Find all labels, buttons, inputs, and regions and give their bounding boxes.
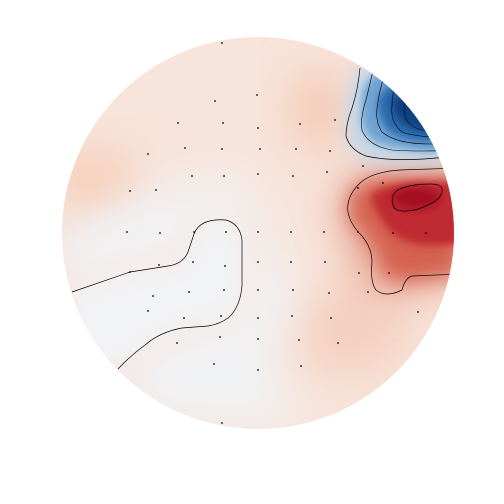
sensor-marker — [214, 100, 216, 102]
field-neutral-region — [62, 170, 300, 429]
sensor-marker — [177, 122, 179, 124]
sensor-marker — [259, 148, 261, 150]
contour-blue-3 — [376, 69, 454, 145]
sensor-marker — [126, 231, 128, 233]
contour-blue-2 — [361, 65, 454, 152]
sensor-marker — [295, 148, 297, 150]
field-red-peak — [392, 187, 440, 209]
sensor-marker — [290, 231, 292, 233]
sensor-marker — [337, 342, 339, 344]
sensor-marker — [221, 422, 223, 424]
sensor-marker — [257, 261, 259, 263]
sensor-marker — [224, 265, 226, 267]
sensor-marker — [330, 317, 332, 319]
sensor-marker — [147, 153, 149, 155]
sensor-marker — [257, 317, 259, 319]
sensor-marker — [221, 148, 223, 150]
contour-neutral — [71, 219, 243, 370]
sensor-marker — [256, 94, 258, 96]
sensor-marker — [257, 173, 259, 175]
contour-red-outer — [347, 167, 454, 295]
sensor-marker — [300, 365, 302, 367]
sensor-marker — [292, 175, 294, 177]
sensor-marker — [367, 291, 369, 293]
sensor-marker — [257, 289, 259, 291]
sensor-marker — [223, 175, 225, 177]
sensor-marker — [257, 231, 259, 233]
sensor-marker — [176, 342, 178, 344]
sensor-marker — [188, 291, 190, 293]
sensor-marker — [223, 289, 225, 291]
sensor-marker — [225, 231, 227, 233]
sensor-marker — [291, 315, 293, 317]
sensor-marker — [152, 295, 154, 297]
sensor-marker — [324, 261, 326, 263]
sensor-marker — [220, 315, 222, 317]
sensor-marker — [158, 264, 160, 266]
sensor-marker — [328, 292, 330, 294]
sensor-marker — [357, 231, 359, 233]
sensor-marker — [192, 261, 194, 263]
sensor-marker — [183, 317, 185, 319]
sensor-marker — [191, 175, 193, 177]
sensor-marker — [213, 363, 215, 365]
sensor-marker — [299, 123, 301, 125]
contour-blue-1 — [345, 67, 454, 160]
sensor-marker — [257, 369, 259, 371]
sensor-marker — [425, 232, 427, 234]
sensor-marker — [329, 150, 331, 152]
sensor-marker — [298, 339, 300, 341]
sensor-marker — [222, 122, 224, 124]
sensor-marker — [219, 336, 221, 338]
sensor-marker — [257, 127, 259, 129]
sensor-marker — [129, 190, 131, 192]
sensor-marker — [382, 182, 384, 184]
sensor-marker — [147, 310, 149, 312]
sensor-marker — [334, 119, 336, 121]
sensor-marker — [323, 231, 325, 233]
sensor-marker — [155, 189, 157, 191]
field-neutral-core — [62, 219, 242, 370]
field-patch-top — [290, 70, 350, 150]
sensor-marker — [292, 289, 294, 291]
contour-blue-4 — [391, 75, 454, 139]
sensor-marker — [193, 231, 195, 233]
sensor-marker — [184, 147, 186, 149]
sensor-marker — [257, 338, 259, 340]
sensor-marker — [290, 261, 292, 263]
sensor-marker — [221, 42, 223, 44]
sensor-marker — [159, 232, 161, 234]
sensor-marker — [326, 171, 328, 173]
sensor-marker — [129, 271, 131, 273]
sensor-marker — [388, 272, 390, 274]
sensor-markers — [126, 42, 427, 424]
sensor-marker — [417, 311, 419, 313]
sensor-marker — [358, 272, 360, 274]
sensor-marker — [362, 165, 364, 167]
contour-red-inner — [391, 183, 443, 212]
sensor-marker — [392, 232, 394, 234]
sensor-marker — [357, 187, 359, 189]
field-patch-bottom-right — [290, 285, 410, 375]
